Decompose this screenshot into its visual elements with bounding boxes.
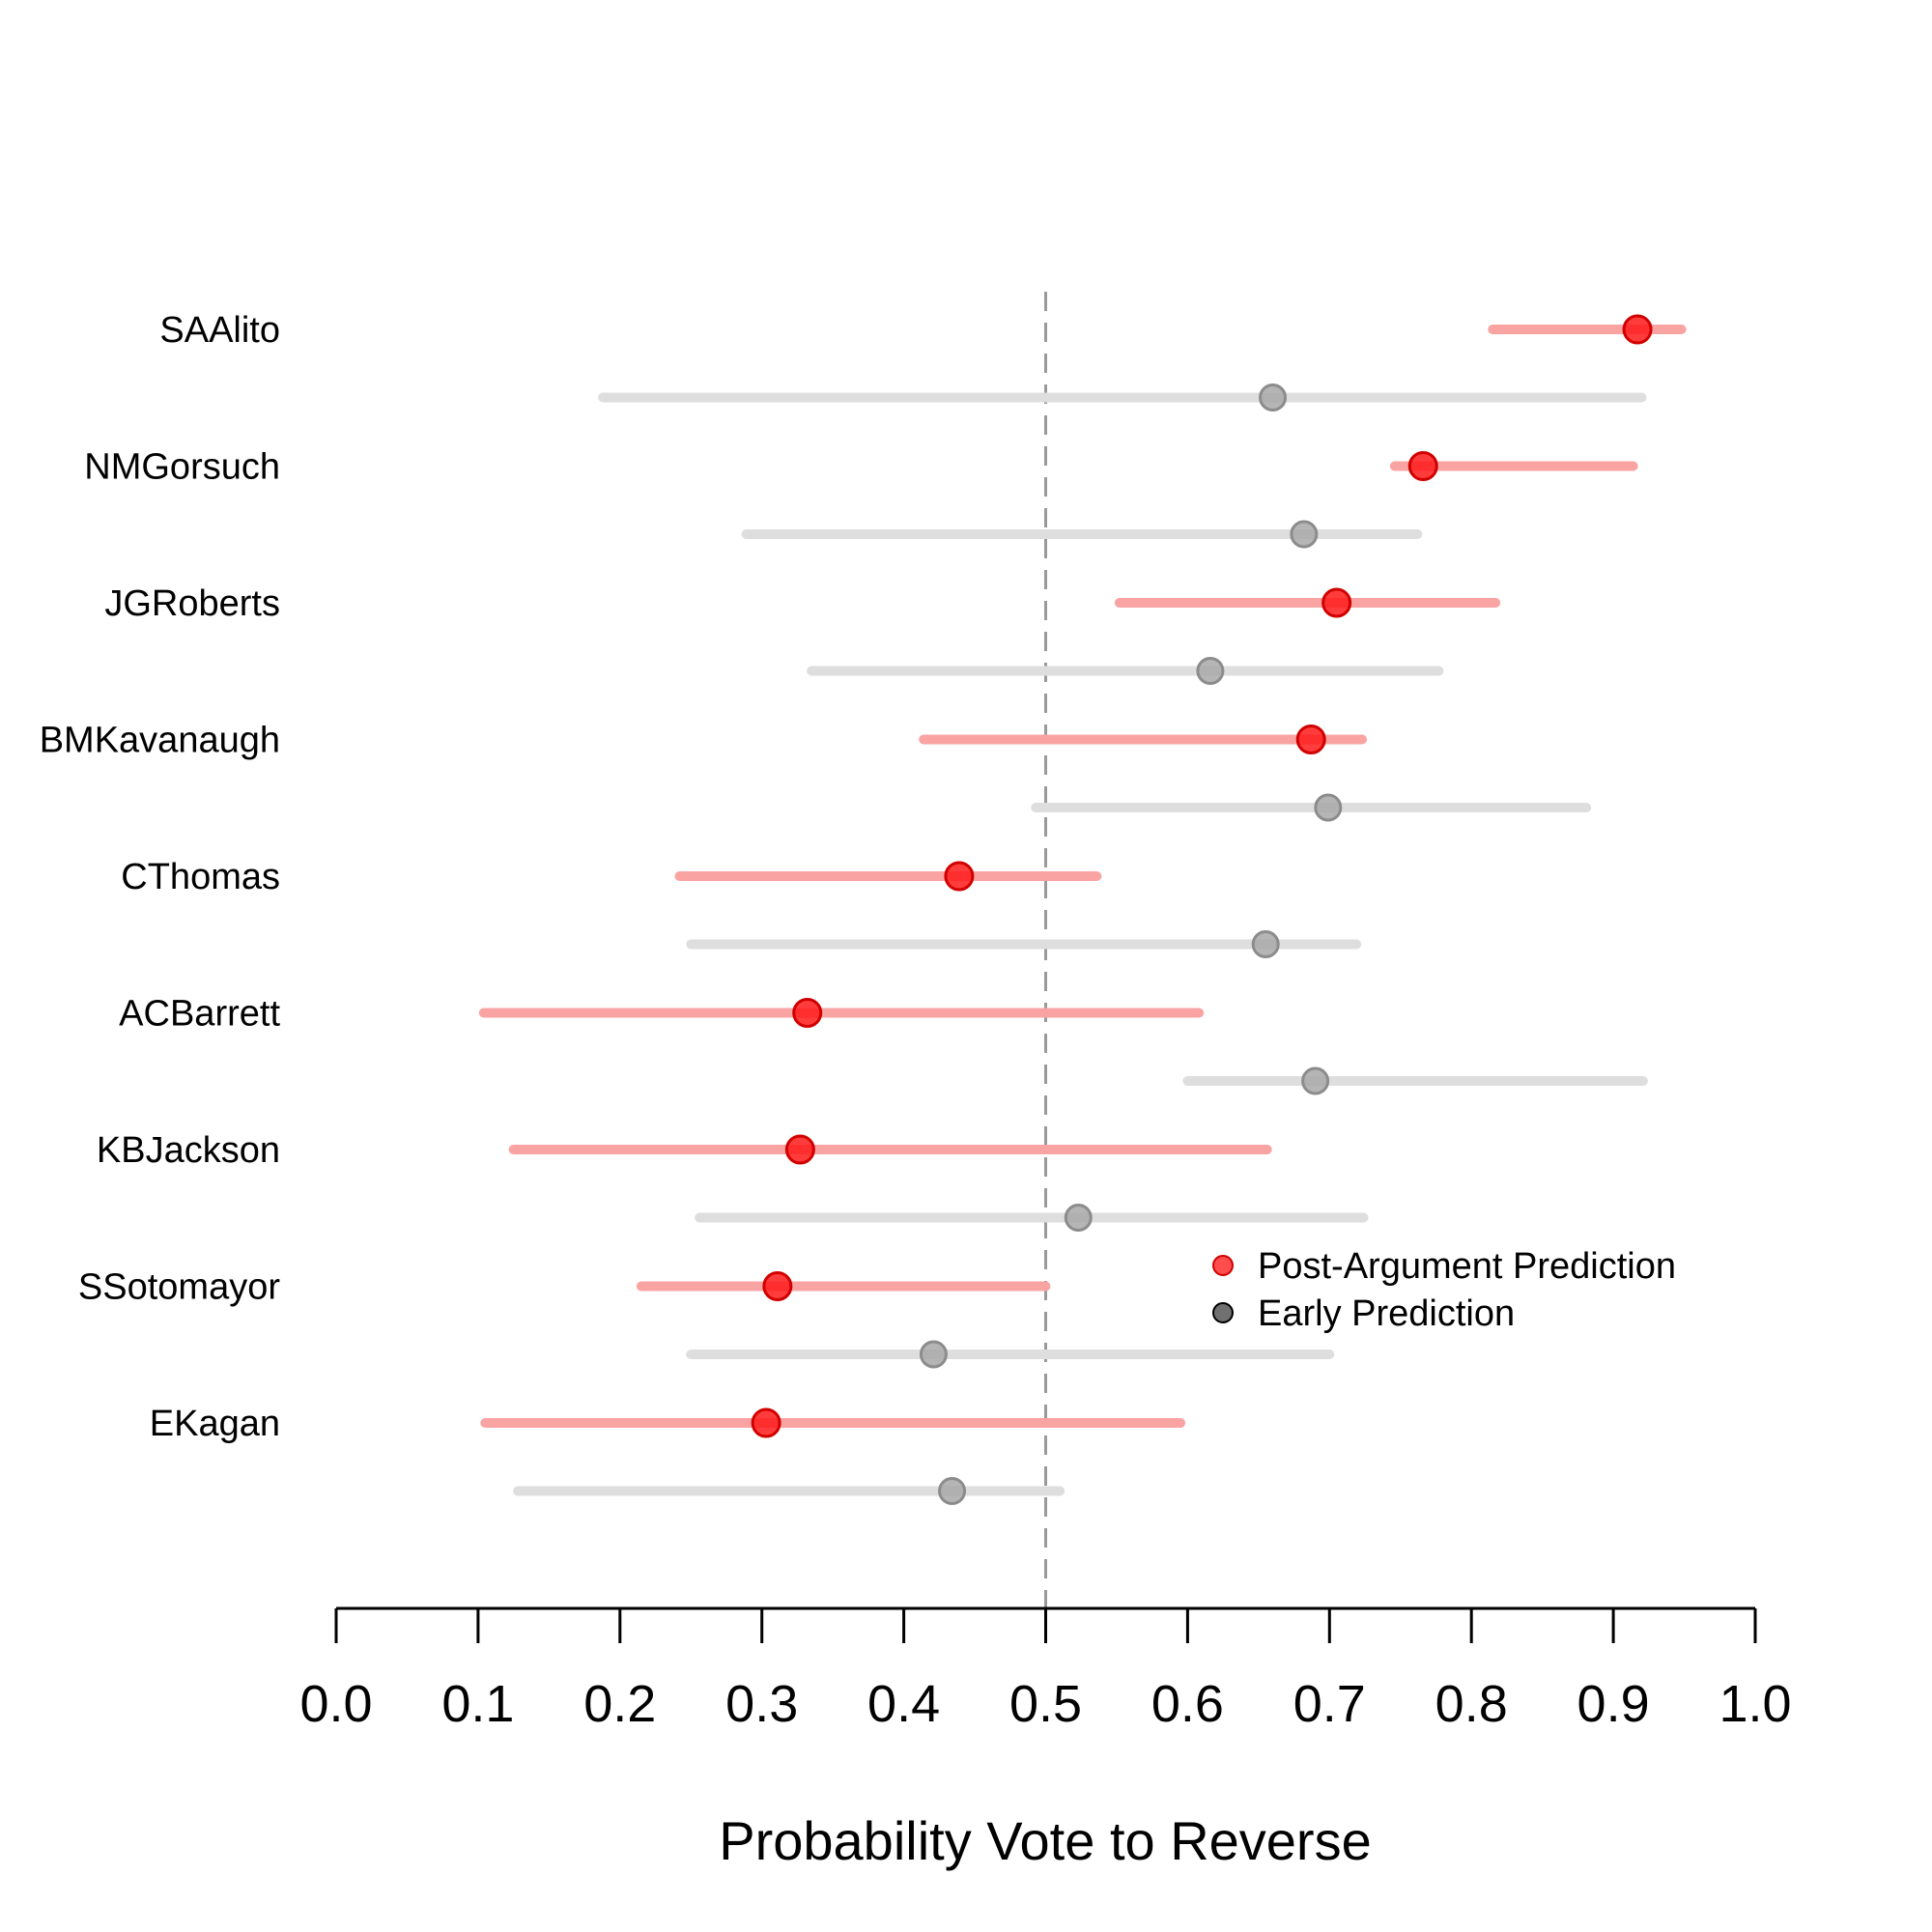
early-prediction-layer [513, 384, 1648, 1505]
x-axis-title: Probability Vote to Reverse [719, 1810, 1371, 1871]
justice-label-acbarrett: ACBarrett [119, 994, 280, 1035]
justice-label-ekagan: EKagan [150, 1404, 280, 1444]
x-tick-label-0.0: 0.0 [299, 1675, 372, 1733]
x-tick-label-0.7: 0.7 [1293, 1675, 1366, 1733]
early-point-ekagan [938, 1477, 967, 1505]
post-point-acbarrett [792, 998, 823, 1028]
legend-label-post: Post-Argument Prediction [1258, 1246, 1676, 1287]
legend-marker-post [1212, 1255, 1234, 1276]
legend-marker-early [1212, 1302, 1234, 1323]
legend-label-early: Early Prediction [1258, 1293, 1515, 1334]
post-point-saalito [1622, 314, 1653, 345]
x-tick-label-0.1: 0.1 [441, 1675, 514, 1733]
early-point-ssotomayor [919, 1340, 948, 1369]
early-point-kbjackson [1064, 1204, 1093, 1232]
x-tick-label-0.3: 0.3 [725, 1675, 798, 1733]
post-point-ssotomayor [762, 1271, 793, 1301]
early-point-acbarrett [1301, 1066, 1330, 1095]
early-point-cthomas [1251, 930, 1280, 958]
justice-label-cthomas: CThomas [121, 857, 280, 897]
justice-label-jgroberts: JGRoberts [104, 583, 280, 624]
x-tick-label-1.0: 1.0 [1719, 1675, 1791, 1733]
justice-label-ssotomayor: SSotomayor [78, 1267, 280, 1308]
x-axis: 0.0 0.1 0.2 0.3 0.4 0.5 0.6 0.7 0.8 0.9 1.0 [299, 1606, 1792, 1733]
x-tick-label-0.6: 0.6 [1151, 1675, 1224, 1733]
post-point-bmkavanaugh [1295, 724, 1326, 754]
post-point-ekagan [751, 1407, 781, 1438]
justice-label-layer: SAAlito NMGorsuch JGRoberts BMKavanaugh CTho… [40, 310, 281, 1444]
x-tick-label-0.9: 0.9 [1577, 1675, 1650, 1733]
early-point-jgroberts [1196, 657, 1225, 685]
justice-label-nmgorsuch: NMGorsuch [84, 447, 280, 488]
legend: Post-Argument Prediction Early Prediction [1212, 1246, 1676, 1334]
early-point-saalito [1259, 384, 1288, 412]
justice-label-bmkavanaugh: BMKavanaugh [40, 721, 280, 761]
x-tick-label-0.2: 0.2 [583, 1675, 656, 1733]
justice-label-saalito: SAAlito [159, 310, 280, 351]
post-point-cthomas [944, 861, 975, 892]
early-point-bmkavanaugh [1314, 793, 1343, 822]
x-tick-label-0.5: 0.5 [1009, 1675, 1082, 1733]
x-tick-label-0.8: 0.8 [1435, 1675, 1508, 1733]
post-point-kbjackson [784, 1134, 815, 1165]
post-argument-prediction-layer [478, 314, 1687, 1438]
post-point-nmgorsuch [1407, 451, 1438, 481]
early-point-nmgorsuch [1290, 520, 1319, 549]
post-point-jgroberts [1321, 587, 1352, 618]
x-tick-label-0.4: 0.4 [867, 1675, 940, 1733]
justice-label-kbjackson: KBJackson [97, 1130, 280, 1171]
